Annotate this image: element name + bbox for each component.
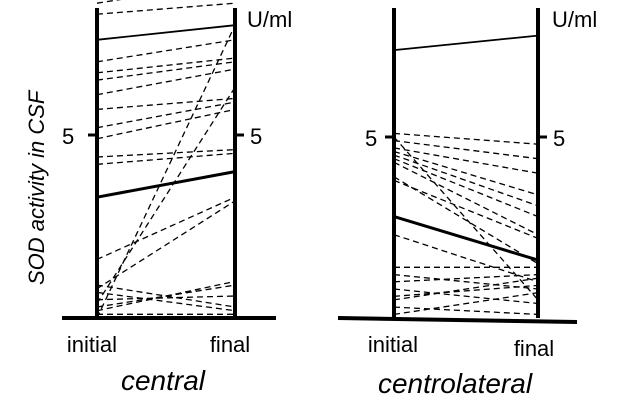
centrolateral-series-line-1: [393, 34, 539, 51]
centrolateral-series-line-12: [393, 215, 539, 262]
centrolateral-series-line-18: [393, 284, 539, 297]
central-series-line-21: [96, 284, 236, 308]
centrolateral-right-tick-label: 5: [553, 126, 565, 151]
central-series-line-19: [96, 291, 236, 312]
central-series-line-6: [96, 61, 236, 81]
central-series-line-2: [96, 2, 236, 15]
centrolateral-series-line-16: [393, 273, 539, 283]
central-series-line-16: [96, 200, 236, 290]
panel-central-series: [96, 0, 236, 319]
central-x-label-final: final: [210, 332, 250, 357]
central-series-line-13: [96, 170, 236, 199]
panel-centrolateral-series: [393, 34, 539, 316]
centrolateral-series-line-2: [393, 132, 539, 145]
central-right-tick-label: 5: [250, 124, 262, 149]
panel-centrolateral: 5 5 U/ml initial final centrolateral: [337, 7, 597, 399]
central-series-line-1: [96, 0, 122, 4]
central-x-label-initial: initial: [67, 332, 117, 357]
centrolateral-left-tick-label: 5: [365, 126, 377, 151]
central-panel-title: central: [121, 365, 206, 396]
centrolateral-series-line-9: [393, 179, 539, 240]
central-series-line-17: [96, 196, 236, 260]
central-series-line-14: [96, 24, 236, 319]
centrolateral-x-label-final: final: [514, 336, 554, 361]
central-series-line-11: [96, 148, 236, 158]
central-series-line-5: [96, 57, 236, 74]
central-series-line-9: [96, 101, 236, 129]
central-series-line-10: [96, 108, 236, 140]
central-series-line-3: [96, 24, 236, 41]
centrolateral-series-line-11: [393, 136, 539, 301]
centrolateral-baseline: [337, 316, 578, 324]
central-series-line-4: [96, 39, 236, 63]
centrolateral-x-label-initial: initial: [368, 332, 418, 357]
central-series-line-18: [96, 284, 236, 308]
centrolateral-series-line-4: [393, 147, 539, 174]
central-series-line-8: [96, 97, 236, 111]
centrolateral-series-line-7: [393, 158, 539, 218]
y-axis-label: SOD activity in CSF: [24, 89, 49, 285]
centrolateral-series-line-21: [393, 292, 539, 316]
centrolateral-series-line-5: [393, 150, 539, 196]
central-series-line-7: [96, 68, 236, 96]
centrolateral-series-line-13: [393, 234, 539, 283]
centrolateral-panel-title: centrolateral: [378, 368, 533, 399]
centrolateral-series-line-3: [393, 139, 539, 160]
panel-central: 5 5 U/ml SOD activity in CSF initial fin…: [24, 0, 292, 396]
central-series-line-20: [96, 295, 236, 301]
centrolateral-series-line-20: [393, 306, 539, 316]
centrolateral-series-line-10: [393, 176, 539, 265]
centrolateral-series-line-17: [393, 288, 539, 305]
central-unit-label: U/ml: [247, 7, 292, 32]
central-series-line-12: [96, 152, 236, 165]
central-series-line-15: [96, 87, 236, 304]
central-left-tick-label: 5: [62, 124, 74, 149]
centrolateral-unit-label: U/ml: [552, 7, 597, 32]
central-series-line-22: [96, 280, 236, 312]
centrolateral-series-line-8: [393, 161, 539, 236]
centrolateral-series-line-19: [393, 277, 539, 301]
